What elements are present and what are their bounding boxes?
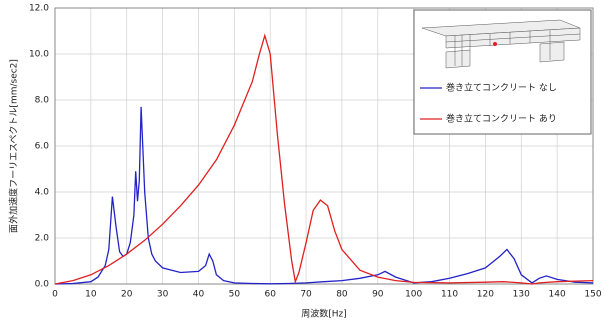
legend-label: 巻き立てコンクリート なし — [446, 82, 557, 94]
x-tick-label: 40 — [193, 290, 205, 300]
x-tick-label: 0 — [52, 290, 58, 300]
x-tick-label: 30 — [157, 290, 169, 300]
x-tick-label: 80 — [336, 290, 348, 300]
y-tick-label: 2.0 — [35, 234, 50, 244]
x-tick-label: 130 — [513, 290, 530, 300]
x-axis-label: 周波数[Hz] — [301, 308, 347, 320]
y-tick-label: 6.0 — [35, 142, 50, 152]
x-tick-label: 150 — [584, 290, 601, 300]
x-tick-label: 60 — [264, 290, 276, 300]
chart: 周波数[Hz] 面外加速度フーリエスペクトル[mm/sec2] 巻き立てコンクリ… — [0, 0, 605, 325]
y-tick-label: 4.0 — [35, 188, 50, 198]
x-tick-label: 20 — [121, 290, 133, 300]
y-axis-label: 面外加速度フーリエスペクトル[mm/sec2] — [8, 59, 20, 233]
x-tick-label: 70 — [300, 290, 312, 300]
legend-label: 巻き立てコンクリート あり — [446, 113, 557, 125]
y-tick-label: 12.0 — [29, 4, 49, 14]
y-tick-label: 0.0 — [35, 280, 50, 290]
x-tick-label: 90 — [372, 290, 384, 300]
x-tick-label: 110 — [441, 290, 458, 300]
x-tick-label: 120 — [477, 290, 494, 300]
y-tick-label: 8.0 — [35, 96, 50, 106]
x-tick-label: 50 — [229, 290, 241, 300]
x-tick-label: 140 — [549, 290, 566, 300]
x-tick-label: 100 — [405, 290, 422, 300]
y-tick-label: 10.0 — [29, 50, 49, 60]
x-tick-label: 10 — [85, 290, 97, 300]
